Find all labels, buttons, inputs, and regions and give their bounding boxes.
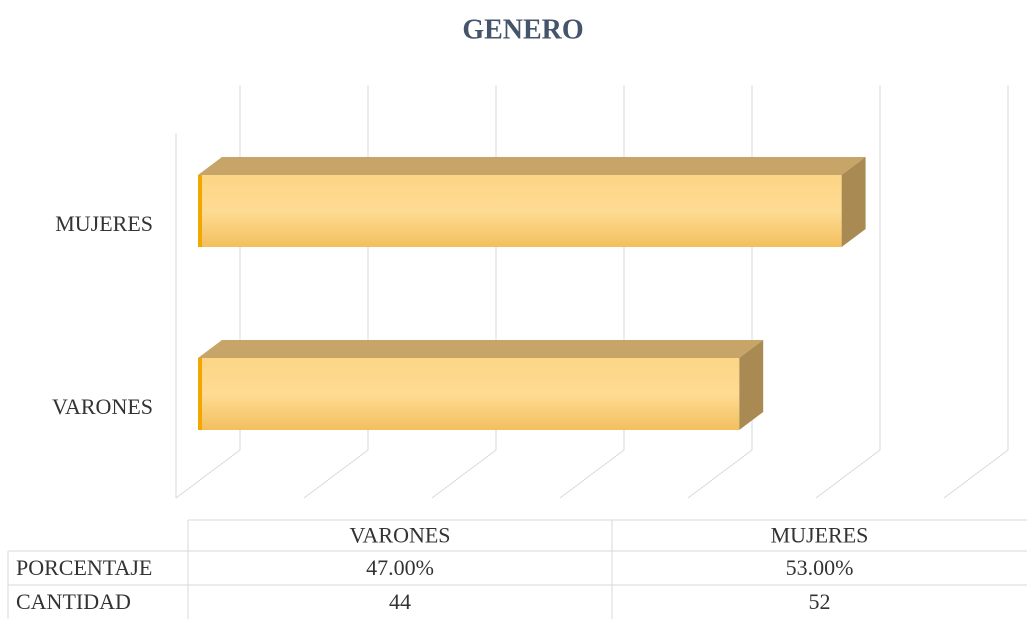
table-row-label: PORCENTAJE (16, 555, 152, 580)
y-tick-label: VARONES (52, 394, 153, 419)
table-row-label: CANTIDAD (16, 589, 131, 614)
bar (198, 358, 740, 430)
bar-top (198, 157, 866, 175)
grid-line (431, 449, 497, 499)
bar (198, 175, 842, 247)
bar-end (841, 157, 866, 247)
table-cell: 53.00% (786, 555, 854, 580)
bar-edge (198, 358, 202, 430)
bar-top (198, 340, 764, 358)
bar-edge (198, 175, 202, 247)
grid-line (943, 449, 1009, 499)
grid-line (175, 449, 241, 499)
bar-end (739, 340, 764, 430)
y-tick-label: MUJERES (55, 211, 153, 236)
grid-line (303, 449, 369, 499)
table-cell: 52 (809, 589, 831, 614)
grid-line (559, 449, 625, 499)
table-header: VARONES (349, 523, 450, 548)
grid-line (815, 449, 881, 499)
grid-line (687, 449, 753, 499)
table-cell: 47.00% (366, 555, 434, 580)
chart-title: GENERO (462, 14, 583, 45)
table-header: MUJERES (771, 523, 869, 548)
table-cell: 44 (389, 589, 411, 614)
